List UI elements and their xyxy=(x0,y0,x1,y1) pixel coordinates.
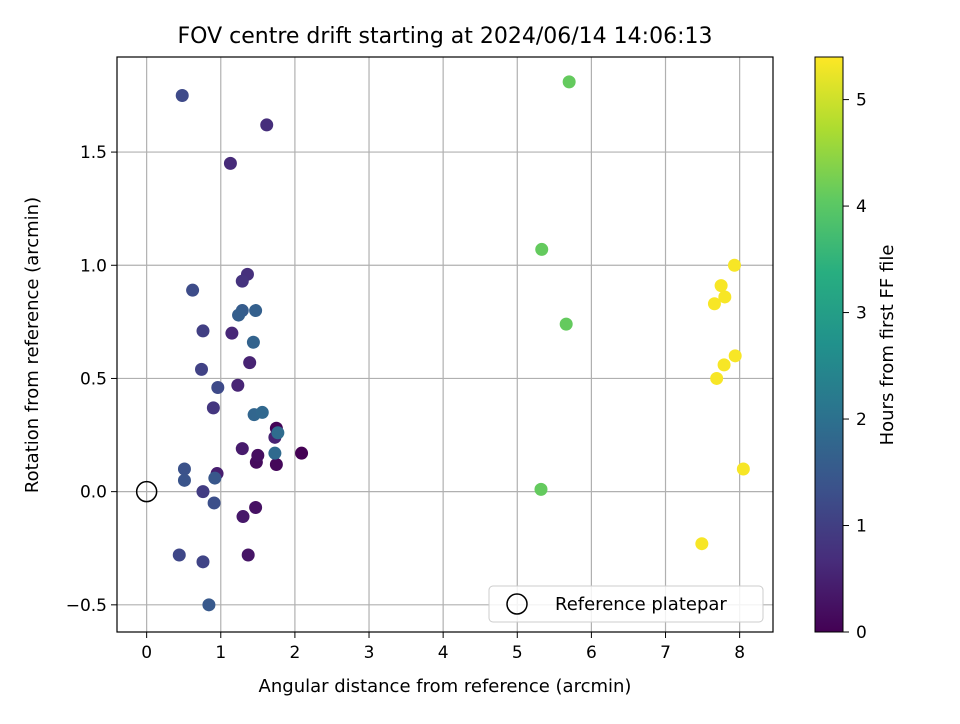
data-point xyxy=(177,473,191,487)
data-point xyxy=(534,482,548,496)
data-point xyxy=(736,462,750,476)
data-point xyxy=(177,462,191,476)
chart-title: FOV centre drift starting at 2024/06/14 … xyxy=(178,24,713,49)
colorbar-tick-label: 0 xyxy=(856,623,867,643)
x-tick-label: 4 xyxy=(438,643,449,663)
colorbar: 0 1 2 3 4 5 Hours from first FF file xyxy=(814,56,898,643)
colorbar-tick-label: 2 xyxy=(856,410,867,430)
grid-lines xyxy=(117,57,773,632)
data-point xyxy=(727,258,741,272)
data-point xyxy=(260,118,274,132)
data-point xyxy=(208,471,222,485)
data-point xyxy=(211,381,225,395)
data-point xyxy=(559,317,573,331)
data-point xyxy=(232,308,246,322)
x-tick-label: 7 xyxy=(660,643,671,663)
data-point xyxy=(271,426,285,440)
x-tick-label: 1 xyxy=(215,643,226,663)
data-point xyxy=(255,405,269,419)
reference-marker xyxy=(135,480,158,503)
legend-label: Reference platepar xyxy=(555,594,727,615)
data-point xyxy=(207,496,221,510)
x-tick-label: 6 xyxy=(586,643,597,663)
data-point xyxy=(236,510,250,524)
data-point xyxy=(225,326,239,340)
data-point xyxy=(249,500,263,514)
data-point xyxy=(196,324,210,338)
colorbar-tick-label: 1 xyxy=(856,517,867,537)
data-point xyxy=(196,485,210,499)
data-point xyxy=(235,274,249,288)
data-point xyxy=(695,537,709,551)
axes: 0 1 2 3 4 5 6 7 8 −0.5 0.0 0.5 1.0 1.5 xyxy=(66,143,745,663)
data-point xyxy=(223,156,237,170)
data-point xyxy=(202,598,216,612)
colorbar-tick-label: 5 xyxy=(856,91,867,111)
legend-reference-marker xyxy=(506,593,528,615)
data-point xyxy=(295,446,309,460)
data-point xyxy=(535,242,549,256)
data-point xyxy=(243,356,257,370)
data-point xyxy=(175,88,189,102)
data-point xyxy=(235,442,249,456)
data-point xyxy=(186,283,200,297)
data-point xyxy=(728,349,742,363)
data-point xyxy=(249,304,263,318)
data-point xyxy=(707,297,721,311)
data-point xyxy=(269,457,283,471)
colorbar-ticks: 0 1 2 3 4 5 xyxy=(843,91,867,643)
legend-box xyxy=(488,585,764,623)
x-tick-label: 5 xyxy=(512,643,523,663)
data-point xyxy=(251,448,265,462)
reference-platepar-marker xyxy=(135,480,158,503)
x-tick-label: 0 xyxy=(141,643,152,663)
data-point xyxy=(241,548,255,562)
data-point xyxy=(195,362,209,376)
data-point xyxy=(718,290,732,304)
x-tick-label: 8 xyxy=(734,643,745,663)
plot-frame xyxy=(116,56,774,633)
colorbar-label: Hours from first FF file xyxy=(877,245,898,446)
data-point xyxy=(196,555,210,569)
y-tick-label: −0.5 xyxy=(66,596,107,616)
y-tick-label: 0.5 xyxy=(80,369,107,389)
x-axis-label: Angular distance from reference (arcmin) xyxy=(259,676,632,697)
data-point xyxy=(714,279,728,293)
data-point xyxy=(562,75,576,89)
legend: Reference platepar xyxy=(488,585,764,623)
y-axis-label: Rotation from reference (arcmin) xyxy=(22,197,43,493)
y-tick-label: 1.0 xyxy=(80,256,107,276)
colorbar-gradient xyxy=(814,56,844,633)
data-points xyxy=(172,75,750,612)
data-point xyxy=(717,358,731,372)
data-point xyxy=(206,401,220,415)
data-point xyxy=(268,446,282,460)
y-tick-label: 1.5 xyxy=(80,143,107,163)
colorbar-tick-label: 4 xyxy=(856,197,867,217)
data-point xyxy=(172,548,186,562)
data-point xyxy=(246,335,260,349)
data-point xyxy=(231,378,245,392)
x-tick-label: 3 xyxy=(364,643,375,663)
colorbar-tick-label: 3 xyxy=(856,304,867,324)
data-point xyxy=(710,371,724,385)
y-tick-label: 0.0 xyxy=(80,483,107,503)
x-tick-label: 2 xyxy=(289,643,300,663)
